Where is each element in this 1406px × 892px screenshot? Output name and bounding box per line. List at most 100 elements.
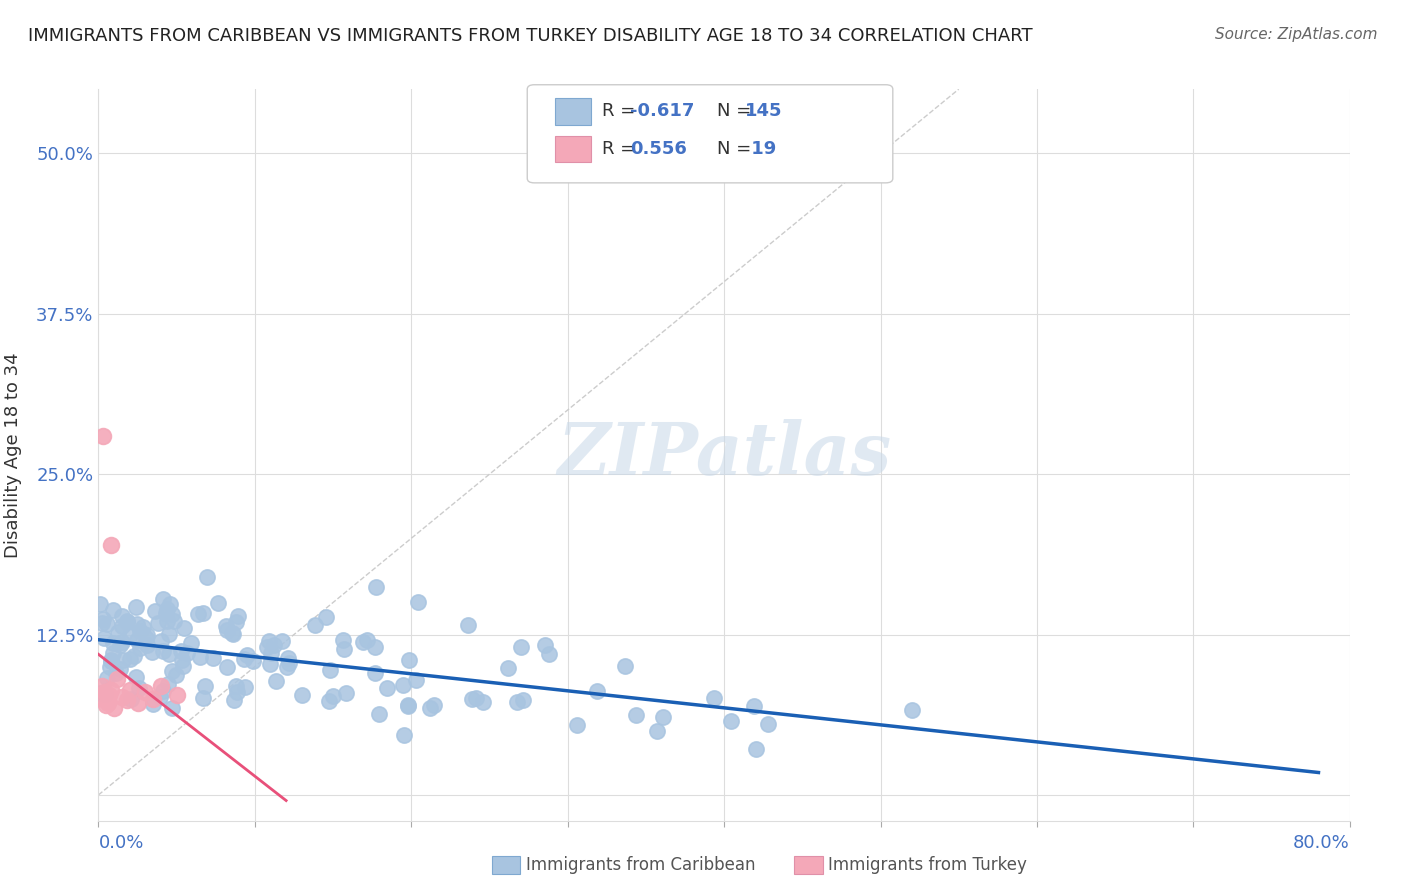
Text: 0.556: 0.556 [630,140,686,158]
Point [105,673,128,687]
Point [122,648,145,663]
Point [104,666,127,681]
Point [94,687,117,701]
Point [125,670,148,684]
Point [585,684,607,698]
Point [97,696,120,710]
Point [364,640,387,654]
Point [756,716,779,731]
Point [270,633,292,648]
Point [120,652,142,666]
Point [180,636,202,650]
Text: -0.617: -0.617 [630,103,695,120]
Point [170,652,193,666]
Point [335,686,357,700]
Point [111,653,134,667]
Text: R =: R = [602,140,641,158]
Point [115,614,138,628]
Point [188,649,211,664]
Point [134,685,156,699]
Point [222,693,245,707]
Point [215,619,238,633]
Point [191,691,214,706]
Point [217,623,239,637]
Point [332,633,354,648]
Point [352,634,374,648]
Point [226,685,249,699]
Point [392,728,415,742]
Text: R =: R = [602,103,641,120]
Point [645,723,668,738]
Point [225,615,247,629]
Point [242,654,264,668]
Point [152,683,174,698]
Point [391,678,413,692]
Point [142,691,165,706]
Point [159,598,181,612]
Point [457,617,479,632]
Point [127,696,149,710]
Point [406,595,429,609]
Point [460,691,482,706]
Point [152,592,174,607]
Point [173,621,195,635]
Point [96,671,118,685]
Point [652,710,675,724]
Point [225,679,247,693]
Point [259,633,281,648]
Point [107,625,129,640]
Point [356,632,378,647]
Point [96,616,118,631]
Point [100,652,122,666]
Point [512,693,534,707]
Text: Source: ZipAtlas.com: Source: ZipAtlas.com [1215,27,1378,42]
Text: 80.0%: 80.0% [1294,834,1350,852]
Point [128,681,150,695]
Point [232,652,254,666]
Point [146,616,169,631]
Point [304,618,326,632]
Point [103,700,125,714]
Point [136,627,159,641]
Point [100,682,122,697]
Point [115,693,138,707]
Point [260,647,283,661]
Point [91,691,114,706]
Point [125,599,148,614]
Point [565,718,588,732]
Point [405,673,427,687]
Point [101,603,124,617]
Point [160,701,183,715]
Point [96,698,118,713]
Point [103,636,125,650]
Point [111,635,134,649]
Point [162,664,184,678]
Point [263,638,285,652]
Point [110,619,132,633]
Point [187,607,209,622]
Point [221,625,243,640]
Point [101,646,124,660]
Point [89,597,111,611]
Point [152,644,174,658]
Point [366,580,388,594]
Point [720,714,742,728]
Point [172,659,194,673]
Point [742,699,765,714]
Point [193,679,215,693]
Point [226,609,249,624]
Point [264,673,287,688]
Point [157,627,180,641]
Point [375,681,398,695]
Point [322,690,344,704]
Point [534,638,557,652]
Point [256,640,278,654]
Point [100,654,122,668]
Point [157,677,180,691]
Point [129,624,152,638]
Point [419,701,441,715]
Point [221,627,243,641]
Point [115,615,138,629]
Text: 0.0%: 0.0% [98,834,143,852]
Point [277,656,299,670]
